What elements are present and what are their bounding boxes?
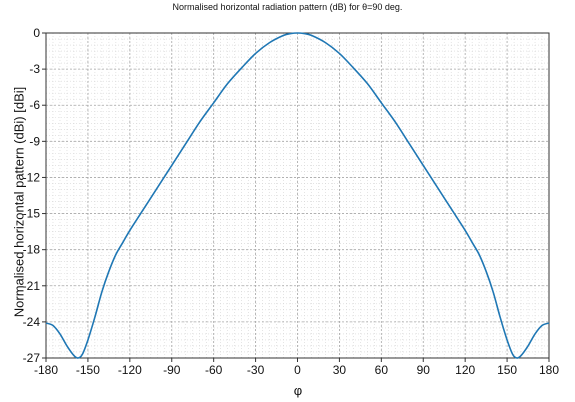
y-tick-label: -27 [23, 351, 41, 365]
x-tick-label: 60 [375, 363, 389, 377]
x-tick-label: 30 [333, 363, 347, 377]
x-axis-label: φ [293, 383, 303, 398]
series-line [45, 32, 550, 359]
x-tick-label: 0 [294, 363, 301, 377]
x-tick-label: -90 [163, 363, 181, 377]
y-tick-label: -18 [23, 243, 41, 257]
y-tick-label: -12 [23, 170, 41, 184]
y-tick-label: -9 [29, 134, 40, 148]
y-tick-label: 0 [33, 26, 40, 40]
x-tick-label: 120 [455, 363, 475, 377]
y-tick-label: -24 [23, 315, 41, 329]
chart-title: Normalised horizontal radiation pattern … [172, 2, 403, 12]
x-tick-label: 180 [539, 363, 559, 377]
x-tick-label: -30 [247, 363, 265, 377]
x-tick-label: 90 [417, 363, 431, 377]
x-tick-label: -60 [205, 363, 223, 377]
y-tick-label: -6 [29, 98, 40, 112]
x-tick-label: -180 [34, 363, 58, 377]
x-tick-label: -120 [118, 363, 142, 377]
x-tick-label: -150 [76, 363, 100, 377]
x-tick-label: 150 [497, 363, 517, 377]
y-tick-label: -21 [23, 279, 41, 293]
y-tick-label: -3 [29, 62, 40, 76]
y-tick-label: -15 [23, 207, 41, 221]
